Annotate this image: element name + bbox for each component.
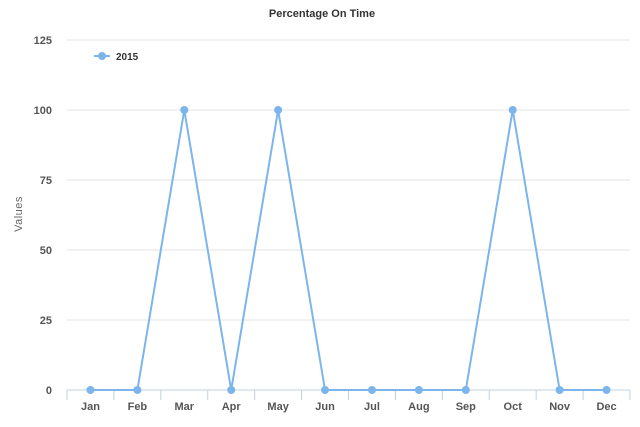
x-tick-label: Oct [504, 401, 523, 413]
x-tick-label: Dec [596, 401, 616, 413]
x-axis: Jan Feb Mar Apr May Jun Jul Aug Sep Oct Nov Dec [66, 389, 631, 413]
x-tick-label: Sep [456, 401, 476, 413]
x-tick-label: Jan [81, 401, 100, 413]
data-point[interactable] [274, 106, 283, 114]
x-tick-label: Aug [408, 401, 429, 413]
x-tick-label: May [267, 401, 289, 413]
y-tick-label: 25 [40, 315, 52, 327]
y-tick-label: 75 [40, 175, 52, 187]
legend[interactable]: 2015 [94, 52, 139, 63]
data-point[interactable] [555, 386, 564, 394]
y-tick-label: 125 [34, 35, 52, 47]
x-tick-label: Nov [549, 401, 571, 413]
x-tick-label: Apr [222, 401, 242, 413]
chart-title: Percentage On Time [269, 8, 375, 20]
data-point[interactable] [508, 106, 517, 114]
data-point[interactable] [180, 106, 189, 114]
data-point[interactable] [321, 386, 330, 394]
data-point[interactable] [461, 386, 470, 394]
y-tick-label: 0 [46, 385, 52, 397]
x-tick-label: Jul [364, 401, 380, 413]
legend-marker-icon[interactable] [98, 52, 106, 60]
data-point[interactable] [414, 386, 423, 394]
series-line [90, 109, 607, 391]
y-axis-label: Values [13, 196, 25, 232]
x-tick-label: Mar [175, 401, 195, 413]
gridlines [67, 39, 630, 321]
y-tick-label: 50 [40, 245, 52, 257]
series [86, 106, 611, 394]
y-tick-label: 100 [34, 105, 52, 117]
x-tick-label: Feb [128, 401, 148, 413]
legend-label[interactable]: 2015 [116, 52, 139, 63]
y-tick-labels: 0 25 50 75 100 125 [34, 35, 52, 397]
x-tick-label: Jun [315, 401, 335, 413]
data-point[interactable] [86, 386, 95, 394]
data-point[interactable] [227, 386, 236, 394]
data-point[interactable] [133, 386, 142, 394]
data-point[interactable] [367, 386, 376, 394]
data-point[interactable] [602, 386, 611, 394]
